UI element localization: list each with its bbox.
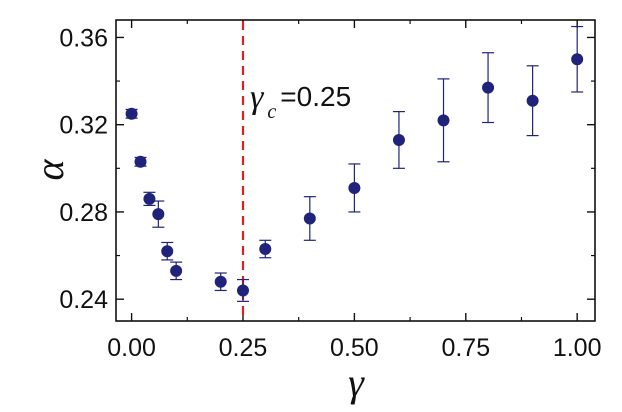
data-point: [392, 111, 405, 169]
x-tick-label: 0.00: [107, 334, 156, 362]
data-marker: [125, 107, 138, 120]
plot-frame: [115, 19, 596, 322]
data-marker: [526, 94, 539, 107]
data-marker: [236, 284, 249, 297]
data-marker: [303, 212, 316, 225]
data-marker: [170, 264, 183, 277]
data-point: [170, 261, 183, 281]
data-marker: [482, 81, 495, 94]
y-axis-label: α: [27, 159, 72, 181]
axis-ticks: [116, 20, 595, 321]
x-tick-label: 0.75: [441, 334, 490, 362]
data-point: [348, 163, 361, 213]
annotation-subscript: c: [267, 101, 276, 123]
data-marker: [134, 155, 147, 168]
critical-gamma-annotation: γ c =0.25: [250, 79, 351, 123]
annotation-value: =0.25: [280, 81, 351, 112]
x-tick-label: 1.00: [553, 334, 602, 362]
data-marker: [392, 133, 405, 146]
data-marker: [143, 192, 156, 205]
data-point: [303, 196, 316, 241]
data-marker: [437, 114, 450, 127]
data-marker: [259, 243, 272, 256]
data-point: [214, 272, 227, 292]
data-point: [143, 191, 156, 206]
data-marker: [348, 181, 361, 194]
annotation-symbol: γ: [250, 79, 265, 116]
data-marker: [152, 208, 165, 221]
x-tick-label: 0.25: [219, 334, 268, 362]
x-tick-label: 0.50: [330, 334, 379, 362]
data-points: [125, 25, 584, 302]
y-tick-label: 0.24: [59, 286, 108, 314]
y-tick-label: 0.36: [59, 24, 108, 52]
data-point: [125, 107, 138, 120]
data-point: [259, 239, 272, 259]
data-point: [571, 25, 584, 93]
data-point: [152, 200, 165, 228]
data-marker: [571, 53, 584, 66]
data-point: [482, 52, 495, 124]
y-tick-label: 0.28: [59, 199, 108, 227]
data-point: [437, 78, 450, 163]
data-point: [161, 241, 174, 261]
data-marker: [161, 245, 174, 258]
data-point: [236, 278, 249, 302]
data-point: [134, 155, 147, 168]
data-point: [526, 65, 539, 137]
y-tick-label: 0.32: [59, 112, 108, 140]
x-axis-label: γ: [348, 360, 365, 405]
axis-tick-labels: 0.00 0.25 0.50 0.75 1.00 0.24 0.28 0.32 0.36: [59, 24, 601, 362]
data-marker: [214, 275, 227, 288]
